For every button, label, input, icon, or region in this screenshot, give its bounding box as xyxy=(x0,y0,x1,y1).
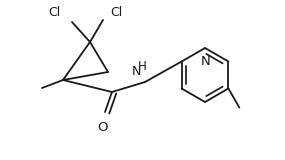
Text: H: H xyxy=(138,60,146,73)
Text: N: N xyxy=(131,65,141,78)
Text: Cl: Cl xyxy=(48,5,60,19)
Text: Cl: Cl xyxy=(110,5,122,19)
Text: N: N xyxy=(201,55,211,68)
Text: O: O xyxy=(98,121,108,134)
